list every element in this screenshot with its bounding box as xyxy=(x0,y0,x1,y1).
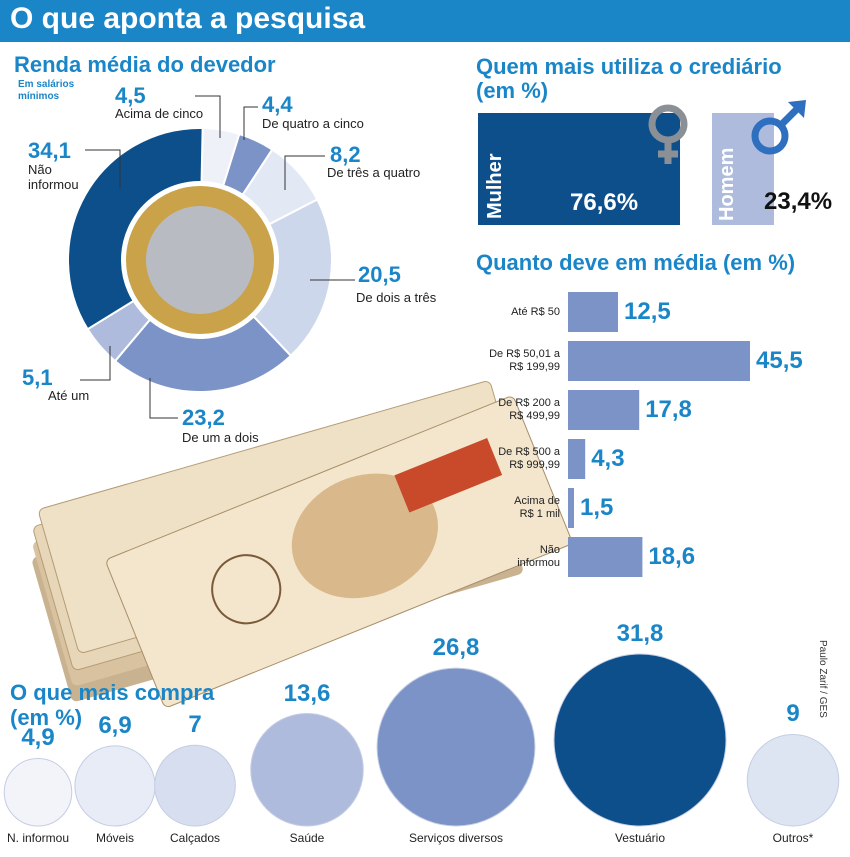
header-banner: O que aponta a pesquisa xyxy=(0,0,850,42)
bubble-saude xyxy=(250,713,364,827)
pie-label-nao-informou: Não informou xyxy=(28,162,79,192)
pie-label-acima-de-cinco: Acima de cinco xyxy=(115,106,204,121)
debt-category-acima-de-r-1-mil: Acima de R$ 1 mil xyxy=(450,495,560,521)
income-subtitle-2: mínimos xyxy=(18,91,60,102)
bubble-value-outros: 9 xyxy=(786,700,800,728)
debt-category-de-r-50-01-a-r-199-99: De R$ 50,01 a R$ 199,99 xyxy=(450,348,560,374)
pie-leader-de-tres-a-quatro xyxy=(284,155,325,190)
debt-category-line: R$ 499,99 xyxy=(509,410,560,422)
pie-leader-acima-de-cinco xyxy=(195,95,221,138)
male-box: Homem xyxy=(712,113,774,225)
bubble-label-moveis: Móveis xyxy=(95,831,134,845)
pie-value-ate-um: 5,1 xyxy=(22,365,53,390)
credit-use-title-1: Quem mais utiliza o crediário xyxy=(476,54,782,79)
pie-slice-de-um-a-dois xyxy=(113,315,293,393)
bubble-value-calcados: 7 xyxy=(188,711,202,739)
debt-bar-acima-de-r-1-mil xyxy=(568,488,574,528)
female-symbol-icon xyxy=(648,104,688,164)
bubble-moveis xyxy=(74,745,156,827)
debt-category-line: De R$ 200 a xyxy=(498,397,560,409)
pie-label-ate-um: Até um xyxy=(48,388,90,403)
pie-leader-de-um-a-dois xyxy=(149,378,178,419)
debt-value-de-r-500-a-r-999-99: 4,3 xyxy=(591,445,625,472)
debt-title: Quanto deve em média (em %) xyxy=(476,250,796,275)
purchase-title-2: (em %) xyxy=(10,705,83,730)
pie-slice-nao-informou xyxy=(67,127,204,331)
pie-value-acima-de-cinco: 4,5 xyxy=(115,83,146,108)
coin-center xyxy=(146,206,254,314)
debt-category-line: Não xyxy=(539,544,560,556)
bubble-value-saude: 13,6 xyxy=(283,679,331,707)
debt-category-line: informou xyxy=(517,557,560,569)
bubble-label-calcados: Calçados xyxy=(169,831,221,845)
bubble-value-servicos-diversos: 26,8 xyxy=(432,634,480,662)
debt-category-ate-r-50: Até R$ 50 xyxy=(450,306,560,319)
photo-credit: Paulo Zarif / GES xyxy=(817,640,828,718)
debt-category-line: Até R$ 50 xyxy=(511,306,560,318)
bubble-label-saude: Saúde xyxy=(289,831,325,845)
income-subtitle-1: Em salários xyxy=(18,79,75,90)
pie-leader-de-quatro-a-cinco xyxy=(243,106,258,140)
debt-value-ate-r-50: 12,5 xyxy=(624,298,671,325)
income-title: Renda média do devedor xyxy=(14,52,276,77)
debt-bar-de-r-500-a-r-999-99 xyxy=(568,439,586,479)
debt-category-line: De R$ 50,01 a xyxy=(489,348,560,360)
debt-value-acima-de-r-1-mil: 1,5 xyxy=(580,494,614,521)
debt-bar-nao-informou xyxy=(568,537,643,577)
debt-category-line: R$ 199,99 xyxy=(509,361,560,373)
bubble-label-outros: Outros* xyxy=(772,831,814,845)
pie-value-nao-informou: 34,1 xyxy=(28,138,71,163)
page-title: O que aponta a pesquisa xyxy=(10,2,366,35)
female-value: 76,6% xyxy=(570,189,639,216)
debt-category-nao-informou: Não informou xyxy=(450,544,560,570)
purchase-title-1: O que mais compra xyxy=(10,680,215,705)
male-symbol-icon xyxy=(751,100,806,155)
debt-bar-de-r-50-01-a-r-199-99 xyxy=(568,341,750,381)
pie-label-de-dois-a-tres: De dois a três xyxy=(356,290,437,305)
pie-value-de-dois-a-tres: 20,5 xyxy=(358,262,401,287)
bubble-label-servicos-diversos: Serviços diversos xyxy=(408,831,504,845)
female-box: Mulher 76,6% xyxy=(478,113,680,225)
debt-category-line: R$ 999,99 xyxy=(509,459,560,471)
pie-label-de-um-a-dois: De um a dois xyxy=(182,430,259,445)
bubble-value-n-informou: 4,9 xyxy=(21,724,55,752)
bubble-vestuario xyxy=(553,653,727,827)
pie-value-de-quatro-a-cinco: 4,4 xyxy=(262,92,293,117)
debt-category-line: R$ 1 mil xyxy=(519,508,560,520)
pie-label-de-quatro-a-cinco: De quatro a cinco xyxy=(262,116,364,131)
pie-leader-ate-um xyxy=(80,346,111,381)
bubble-value-vestuario: 31,8 xyxy=(616,620,664,647)
pie-value-de-um-a-dois: 23,2 xyxy=(182,405,225,430)
debt-category-de-r-200-a-r-499-99: De R$ 200 a R$ 499,99 xyxy=(450,397,560,423)
bubble-n-informou xyxy=(3,757,73,827)
bubble-label-vestuario: Vestuário xyxy=(614,831,666,845)
pie-leader-nao-informou xyxy=(85,149,121,188)
bubble-calcados xyxy=(154,744,236,827)
bubble-label-n-informou: N. informou xyxy=(6,831,70,845)
debt-category-line: Acima de xyxy=(514,495,560,507)
credit-use-title-2: (em %) xyxy=(476,78,549,103)
pie-label-de-tres-a-quatro: De três a quatro xyxy=(327,165,421,180)
male-value: 23,4% xyxy=(764,188,833,215)
pie-value-de-tres-a-quatro: 8,2 xyxy=(330,142,361,167)
debt-value-de-r-50-01-a-r-199-99: 45,5 xyxy=(756,347,803,374)
bubble-servicos-diversos xyxy=(376,667,536,827)
bubble-outros xyxy=(746,733,840,827)
debt-category-line: De R$ 500 a xyxy=(498,446,560,458)
debt-value-de-r-200-a-r-499-99: 17,8 xyxy=(645,396,692,423)
debt-value-nao-informou: 18,6 xyxy=(648,543,696,570)
debt-bar-de-r-200-a-r-499-99 xyxy=(568,390,640,430)
bubble-value-moveis: 6,9 xyxy=(98,711,132,739)
debt-category-de-r-500-a-r-999-99: De R$ 500 a R$ 999,99 xyxy=(450,446,560,472)
debt-bar-ate-r-50 xyxy=(568,292,618,332)
